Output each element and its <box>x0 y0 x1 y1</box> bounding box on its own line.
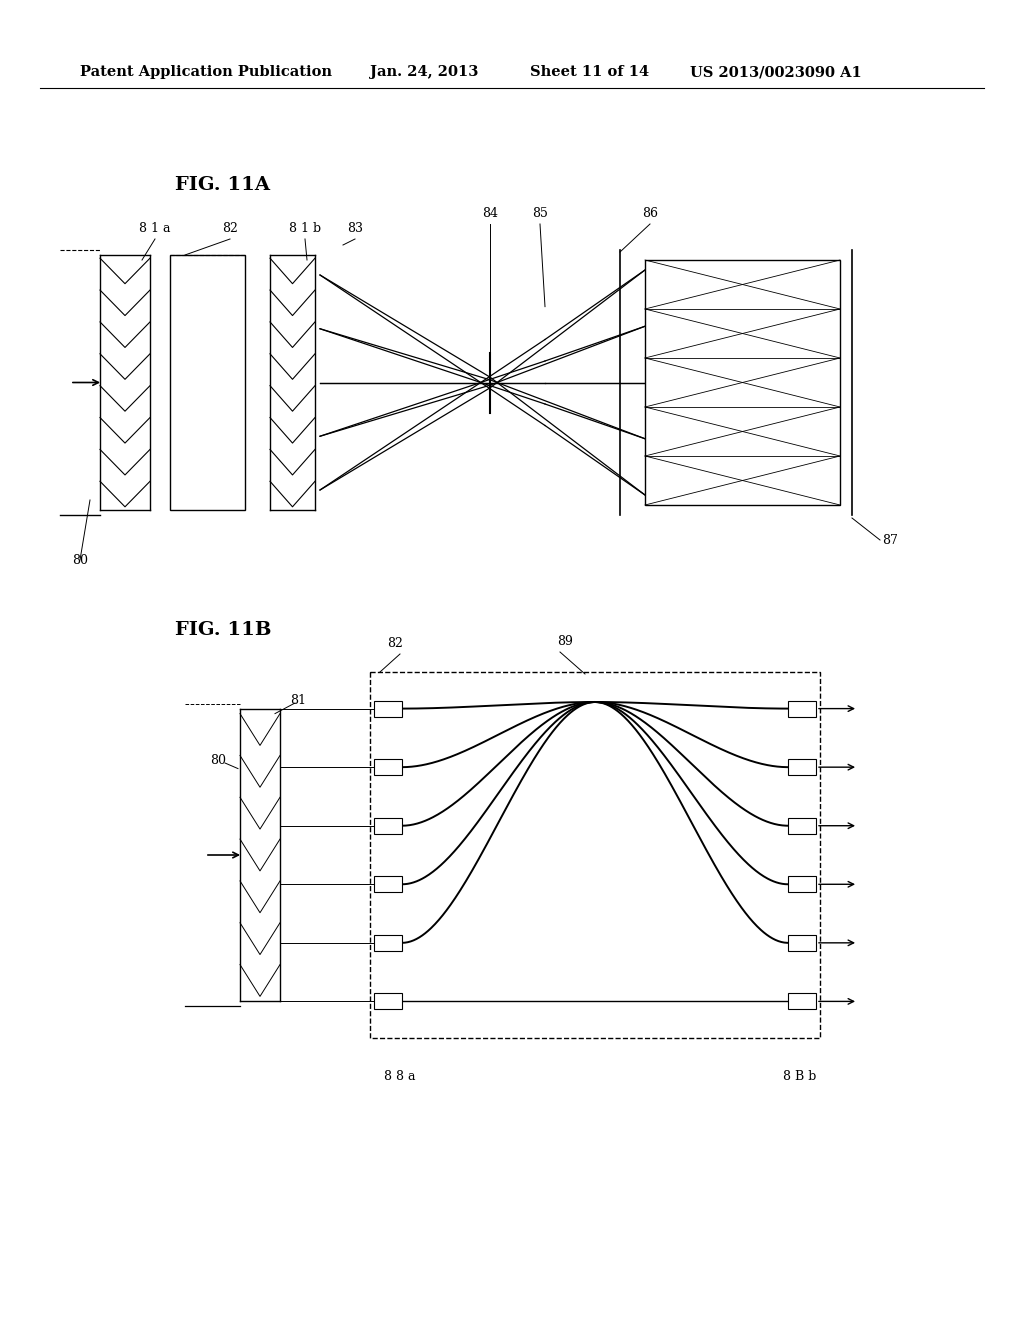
Bar <box>170 255 245 510</box>
Text: 89: 89 <box>557 635 573 648</box>
Text: 82: 82 <box>222 222 238 235</box>
Bar <box>374 759 402 775</box>
Text: Jan. 24, 2013: Jan. 24, 2013 <box>370 65 478 79</box>
Bar <box>374 935 402 950</box>
Bar <box>788 876 816 892</box>
Text: 87: 87 <box>882 533 898 546</box>
Text: 80: 80 <box>210 754 226 767</box>
Text: 8 B b: 8 B b <box>783 1069 817 1082</box>
Bar <box>374 876 402 892</box>
Text: 84: 84 <box>482 207 498 220</box>
Text: 80: 80 <box>72 553 88 566</box>
Text: 85: 85 <box>532 207 548 220</box>
Text: Patent Application Publication: Patent Application Publication <box>80 65 332 79</box>
Bar <box>370 672 820 1038</box>
Text: Sheet 11 of 14: Sheet 11 of 14 <box>530 65 649 79</box>
Bar <box>788 701 816 717</box>
Text: FIG. 11B: FIG. 11B <box>175 620 271 639</box>
Text: 82: 82 <box>387 638 402 649</box>
Text: 8 1 b: 8 1 b <box>289 222 322 235</box>
Bar <box>788 817 816 834</box>
Bar <box>374 994 402 1010</box>
Text: 8 8 a: 8 8 a <box>384 1069 416 1082</box>
Bar <box>788 759 816 775</box>
Bar <box>374 701 402 717</box>
Text: US 2013/0023090 A1: US 2013/0023090 A1 <box>690 65 862 79</box>
Text: 81: 81 <box>290 693 306 706</box>
Text: FIG. 11A: FIG. 11A <box>175 176 270 194</box>
Text: 86: 86 <box>642 207 658 220</box>
Bar <box>788 935 816 950</box>
Bar <box>788 994 816 1010</box>
Text: 8 1 a: 8 1 a <box>139 222 171 235</box>
Bar <box>645 260 840 506</box>
Text: 83: 83 <box>347 222 362 235</box>
Bar <box>374 817 402 834</box>
